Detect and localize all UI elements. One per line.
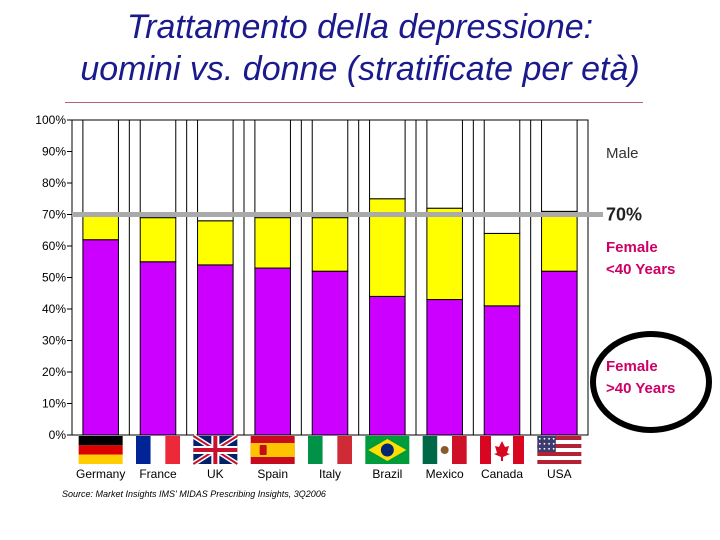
y-tick-label: 20%: [42, 365, 66, 379]
x-category-label: Germany: [76, 467, 125, 481]
title-divider: [65, 102, 643, 103]
x-category-label: Italy: [319, 467, 341, 481]
x-category-label: UK: [207, 467, 224, 481]
mexico-flag-icon: [422, 436, 467, 464]
y-tick-label: 50%: [42, 271, 66, 285]
uk-flag-icon: [191, 433, 239, 467]
spain-flag-icon: [250, 436, 295, 464]
legend-female-over40: Female: [606, 358, 658, 375]
bar-female-over40: [311, 270, 349, 436]
bar-female-under40: [82, 214, 119, 241]
y-tick-label: 0%: [49, 428, 67, 442]
legend-female-over40-line2: >40 Years: [606, 380, 675, 397]
bar-male: [369, 119, 406, 200]
brazil-flag-icon: [365, 436, 410, 464]
bar-male: [311, 119, 349, 219]
title-line-2: uomini vs. donne (stratificate per età): [80, 50, 640, 88]
source-note: Source: Market Insights IMS' MIDAS Presc…: [62, 489, 326, 499]
bar-female-over40: [426, 299, 463, 436]
legend-male: Male: [606, 145, 639, 162]
y-tick-label: 100%: [35, 113, 66, 127]
y-tick-label: 30%: [42, 334, 66, 348]
x-category-label: USA: [547, 467, 572, 481]
france-flag-icon: [136, 436, 180, 464]
y-tick-label: 70%: [42, 208, 66, 222]
bar-female-over40: [541, 270, 578, 436]
bar-female-under40: [426, 207, 463, 301]
bar-male: [139, 119, 177, 219]
bar-female-under40: [197, 220, 234, 266]
usa-flag-icon: [537, 436, 582, 464]
y-tick-label: 80%: [42, 176, 66, 190]
bar-female-over40: [82, 239, 119, 436]
bar-male: [197, 119, 234, 222]
bar-female-over40: [369, 295, 406, 436]
bar-female-under40: [311, 217, 349, 272]
canada-flag-icon: [480, 436, 524, 464]
x-category-label: France: [139, 467, 177, 481]
bar-male: [254, 119, 291, 219]
x-category-label: Canada: [481, 467, 523, 481]
x-category-label: Brazil: [372, 467, 402, 481]
bar-female-under40: [541, 210, 578, 272]
y-tick-label: 10%: [42, 397, 66, 411]
y-tick-label: 90%: [42, 145, 66, 159]
bar-male: [82, 119, 119, 215]
bar-male: [426, 119, 463, 209]
title-line-1: Trattamento della depressione:: [126, 8, 594, 46]
bar-female-under40: [483, 232, 521, 307]
y-tick-label: 40%: [42, 302, 66, 316]
bar-female-over40: [139, 261, 177, 436]
legend-female-under40: Female: [606, 239, 658, 256]
highlight-circle: [590, 331, 712, 433]
legend-female-under40-line2: <40 Years: [606, 261, 675, 278]
bar-female-over40: [197, 264, 234, 436]
bar-male: [541, 119, 578, 212]
italy-flag-icon: [308, 436, 352, 464]
y-tick-label: 60%: [42, 239, 66, 253]
x-category-label: Mexico: [426, 467, 464, 481]
germany-flag-icon: [78, 436, 123, 464]
reference-label: 70%: [606, 205, 642, 225]
x-category-label: Spain: [257, 467, 288, 481]
bar-female-over40: [483, 305, 521, 436]
bar-female-over40: [254, 267, 291, 436]
chart-title: Trattamento della depressione: uomini vs…: [0, 6, 720, 90]
bar-female-under40: [139, 217, 177, 263]
bar-female-under40: [254, 217, 291, 269]
